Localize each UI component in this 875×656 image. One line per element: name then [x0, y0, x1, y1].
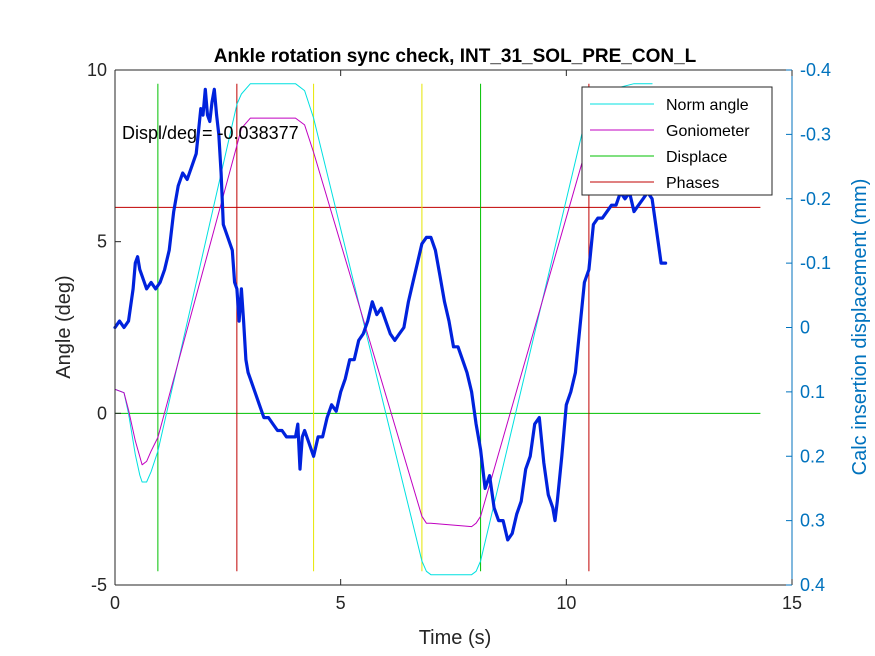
x-axis-title: Time (s): [419, 627, 492, 649]
y-tick-label-right: -0.1: [800, 253, 831, 273]
y-tick-label-right: 0.4: [800, 575, 825, 595]
y-tick-label-left: 10: [87, 60, 107, 80]
y-axis-title-left: Angle (deg): [53, 275, 75, 378]
y-tick-label-right: 0.2: [800, 446, 825, 466]
legend-label-phases: Phases: [666, 175, 719, 192]
legend-label-goniometer: Goniometer: [666, 123, 750, 140]
series-layer: [113, 83, 668, 576]
series-displacement: [113, 87, 668, 542]
legend-label-norm-angle: Norm angle: [666, 97, 749, 114]
x-tick-label: 10: [556, 593, 576, 613]
y-tick-label-right: -0.4: [800, 60, 831, 80]
y-tick-label-right: -0.3: [800, 124, 831, 144]
legend-box: [581, 86, 773, 196]
series-goniometer: [114, 117, 653, 528]
x-tick-label: 5: [336, 593, 346, 613]
series-norm-angle: [114, 83, 653, 576]
y-tick-label-right: 0: [800, 318, 810, 338]
legend: Norm angle Goniometer Displace Phases: [581, 86, 773, 196]
annotation-displ-per-deg: Displ/deg = -0.038377: [122, 123, 299, 143]
y-tick-label-left: 0: [97, 403, 107, 423]
y-tick-label-right: 0.1: [800, 382, 825, 402]
chart-title: Ankle rotation sync check, INT_31_SOL_PR…: [214, 46, 697, 67]
x-tick-label: 15: [782, 593, 802, 613]
legend-label-displace: Displace: [666, 149, 727, 166]
y-tick-label-left: 5: [97, 232, 107, 252]
y-axis-title-right: Calc insertion displacement (mm): [849, 179, 871, 476]
y-tick-label-left: -5: [91, 575, 107, 595]
x-tick-label: 0: [110, 593, 120, 613]
y-tick-label-right: -0.2: [800, 189, 831, 209]
y-tick-label-right: 0.3: [800, 511, 825, 531]
